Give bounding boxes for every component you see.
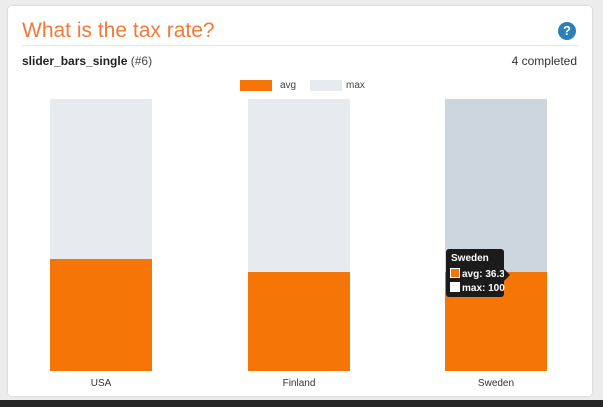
bar-slider-usa[interactable] xyxy=(50,99,152,371)
task-id: (#6) xyxy=(130,54,153,68)
tooltip-avg-row: avg: 36.3 xyxy=(450,268,505,280)
bottom-strip xyxy=(0,400,603,407)
tooltip-max-swatch xyxy=(450,282,460,292)
tooltip-avg-swatch xyxy=(450,268,460,278)
bar-avg-usa[interactable] xyxy=(50,259,152,371)
title-divider xyxy=(22,45,578,46)
tooltip-max-text: max: 100 xyxy=(462,283,505,294)
legend-label-max: max xyxy=(346,80,365,91)
help-icon[interactable]: ? xyxy=(558,22,576,40)
slider-bar-chart: USA Finland Sweden xyxy=(8,6,592,396)
task-label: slider_bars_single (#6) xyxy=(22,54,152,68)
completed-count: 4 completed xyxy=(511,54,577,68)
category-label-sweden: Sweden xyxy=(477,378,515,389)
legend-swatch-avg xyxy=(240,80,272,91)
bar-slider-finland[interactable] xyxy=(248,99,350,371)
category-label-usa: USA xyxy=(90,378,112,389)
question-card: What is the tax rate? ? slider_bars_sing… xyxy=(8,6,592,396)
task-name: slider_bars_single xyxy=(22,54,128,68)
bar-slider-sweden[interactable] xyxy=(445,99,547,371)
question-title: What is the tax rate? xyxy=(22,19,215,42)
tooltip-avg-text: avg: 36.3 xyxy=(462,269,505,280)
tooltip-title: Sweden xyxy=(451,253,489,264)
category-label-finland: Finland xyxy=(282,378,316,389)
legend-label-avg: avg xyxy=(280,80,297,91)
tooltip-max-row: max: 100 xyxy=(450,282,505,294)
legend-swatch-max xyxy=(310,80,342,91)
bar-avg-finland[interactable] xyxy=(248,272,350,371)
bar-tooltip: Sweden avg: 36.3 max: 100 xyxy=(446,249,510,297)
